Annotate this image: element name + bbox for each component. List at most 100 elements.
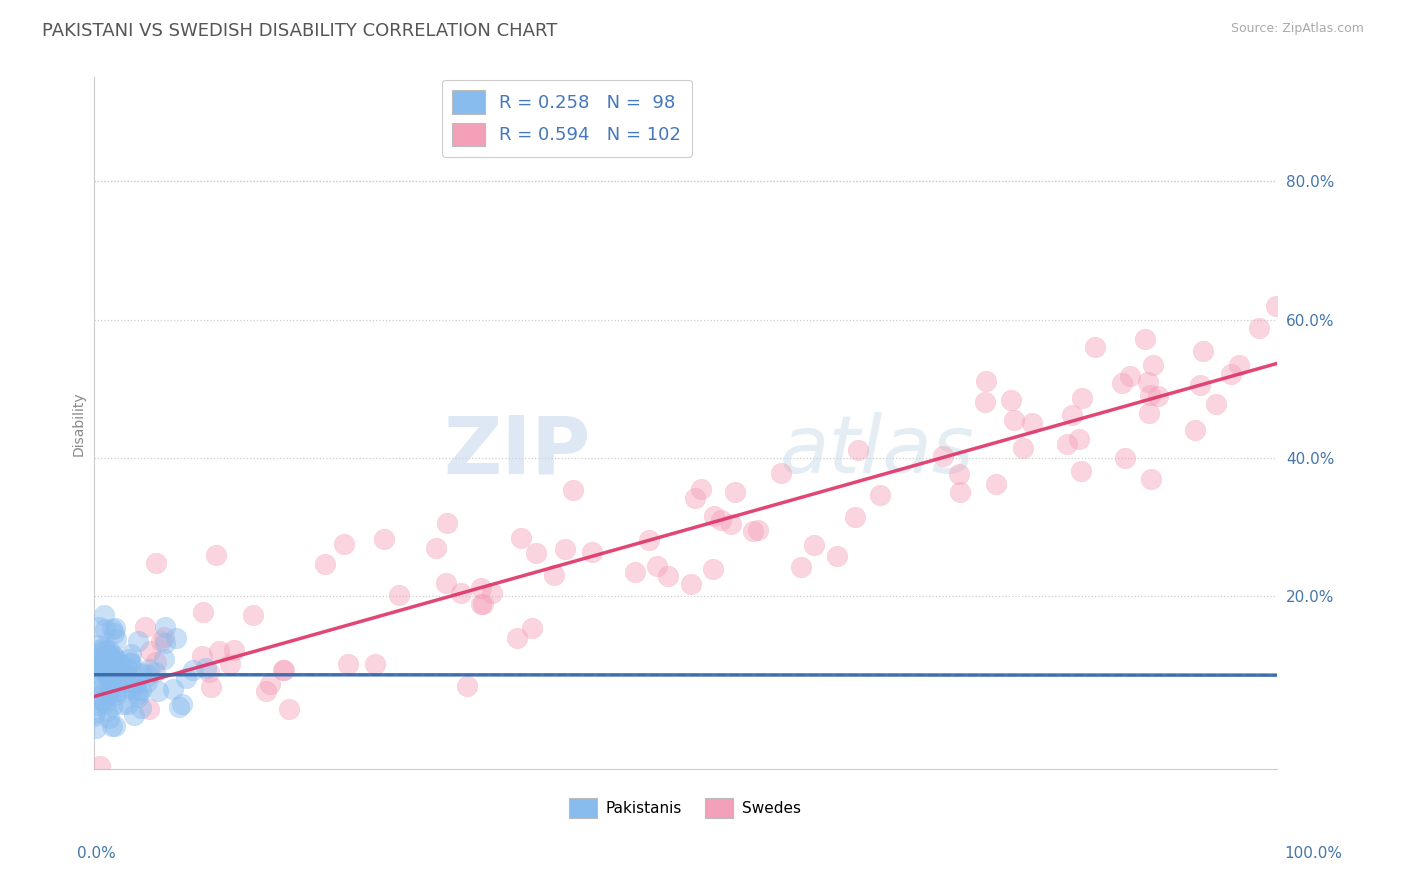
Point <box>271 663 294 677</box>
Point <box>101 698 124 713</box>
Point <box>96 666 118 681</box>
Point <box>1192 343 1215 358</box>
Point <box>470 581 492 595</box>
Point <box>98 643 121 657</box>
Point <box>174 671 197 685</box>
Point <box>562 483 585 498</box>
Point <box>1067 432 1090 446</box>
Point <box>117 698 139 712</box>
Point <box>1142 359 1164 373</box>
Point <box>83 698 105 713</box>
Point <box>703 508 725 523</box>
Point <box>581 545 603 559</box>
Point <box>506 632 529 646</box>
Text: atlas: atlas <box>780 412 974 490</box>
Point <box>974 395 997 409</box>
Point <box>373 532 395 546</box>
Point <box>89 642 111 657</box>
Point <box>103 626 125 640</box>
Point <box>136 674 159 689</box>
Point <box>456 679 478 693</box>
Point <box>84 706 107 721</box>
Point <box>136 668 159 682</box>
Point <box>153 620 176 634</box>
Point <box>104 621 127 635</box>
Point <box>98 711 121 725</box>
Point <box>101 622 124 636</box>
Point <box>98 684 121 698</box>
Text: Source: ZipAtlas.com: Source: ZipAtlas.com <box>1230 22 1364 36</box>
Point <box>104 652 127 666</box>
Point <box>1056 437 1078 451</box>
Point <box>1062 408 1084 422</box>
Y-axis label: Disability: Disability <box>72 391 86 456</box>
Point <box>720 517 742 532</box>
Point <box>200 680 222 694</box>
Point <box>89 689 111 703</box>
Point <box>510 531 533 545</box>
Point <box>846 443 869 458</box>
Point <box>1219 367 1241 381</box>
Point <box>146 683 169 698</box>
Point <box>724 484 747 499</box>
Point <box>543 568 565 582</box>
Point <box>103 653 125 667</box>
Point <box>425 541 447 556</box>
Point <box>702 561 724 575</box>
Point <box>90 657 112 672</box>
Point <box>124 678 146 692</box>
Point <box>131 665 153 680</box>
Point <box>153 630 176 644</box>
Point <box>101 664 124 678</box>
Point <box>114 669 136 683</box>
Point <box>949 485 972 500</box>
Point <box>931 449 953 463</box>
Point <box>98 667 121 681</box>
Point <box>94 696 117 710</box>
Point <box>152 652 174 666</box>
Point <box>129 683 152 698</box>
Point <box>127 690 149 704</box>
Point <box>94 643 117 657</box>
Point <box>122 675 145 690</box>
Point <box>522 620 544 634</box>
Point <box>90 681 112 695</box>
Point <box>1021 416 1043 430</box>
Point <box>638 533 661 547</box>
Point <box>96 669 118 683</box>
Point <box>1070 464 1092 478</box>
Point <box>120 648 142 662</box>
Point <box>112 697 135 711</box>
Point <box>87 638 110 652</box>
Point <box>110 657 132 671</box>
Point <box>96 704 118 718</box>
Point <box>87 667 110 681</box>
Point <box>115 674 138 689</box>
Point <box>624 565 647 579</box>
Point <box>710 513 733 527</box>
Point <box>364 657 387 672</box>
Point <box>165 632 187 646</box>
Point <box>139 644 162 658</box>
Point <box>104 719 127 733</box>
Point <box>104 688 127 702</box>
Point <box>100 656 122 670</box>
Point <box>150 634 173 648</box>
Point <box>91 694 114 708</box>
Point <box>1070 391 1092 405</box>
Point <box>86 721 108 735</box>
Point <box>145 656 167 670</box>
Point <box>138 662 160 676</box>
Point <box>128 775 150 789</box>
Point <box>198 665 221 679</box>
Point <box>93 684 115 698</box>
Point <box>683 491 706 505</box>
Point <box>100 674 122 689</box>
Point <box>827 549 849 563</box>
Point <box>336 657 359 671</box>
Point <box>127 633 149 648</box>
Point <box>481 586 503 600</box>
Point <box>1011 441 1033 455</box>
Text: PAKISTANI VS SWEDISH DISABILITY CORRELATION CHART: PAKISTANI VS SWEDISH DISABILITY CORRELAT… <box>42 22 558 40</box>
Point <box>689 482 711 496</box>
